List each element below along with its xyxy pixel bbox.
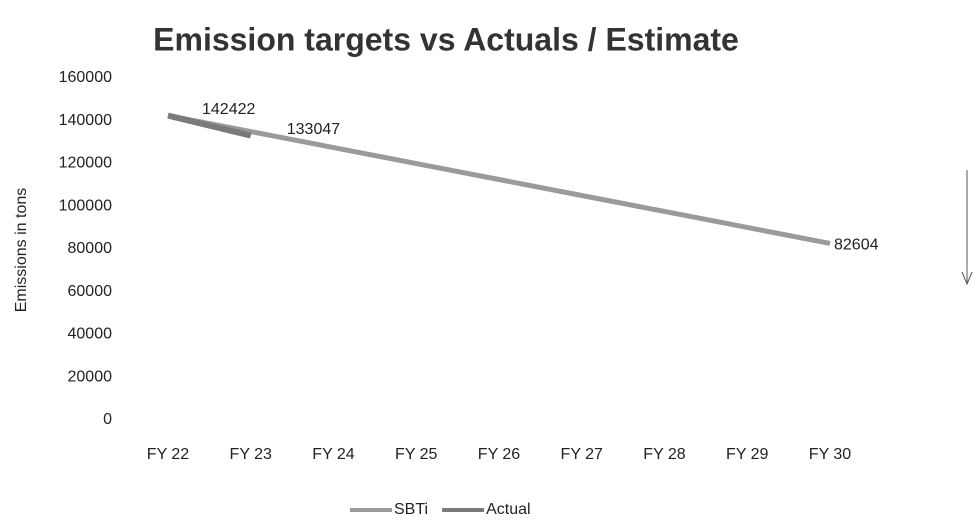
y-tick-label: 20000 [68,368,113,385]
x-tick-label: FY 30 [809,446,852,463]
x-tick-label: FY 27 [561,446,604,463]
data-label: 142422 [202,101,255,118]
decorative-arrow [961,170,973,286]
legend-label: Actual [486,501,530,518]
y-tick-label: 120000 [59,155,112,172]
y-tick-label: 100000 [59,197,112,214]
chart-title: Emission targets vs Actuals / Estimate [153,21,739,57]
series-line [167,113,831,246]
data-label: 82604 [834,237,879,254]
y-tick-label: 140000 [59,112,112,129]
series-line [167,112,252,139]
y-tick-label: 40000 [68,326,113,343]
y-tick-label: 160000 [59,69,112,86]
x-tick-label: FY 26 [478,446,521,463]
y-tick-label: 0 [103,411,112,428]
x-tick-label: FY 25 [395,446,438,463]
legend-label: SBTi [394,501,428,518]
x-tick-label: FY 24 [312,446,355,463]
y-axis-label: Emissions in tons [13,188,30,313]
y-tick-label: 80000 [68,240,113,257]
x-tick-label: FY 28 [643,446,686,463]
data-label: 133047 [287,121,340,138]
x-tick-label: FY 23 [230,446,273,463]
y-tick-label: 60000 [68,283,113,300]
x-tick-label: FY 29 [726,446,769,463]
x-tick-label: FY 22 [147,446,190,463]
